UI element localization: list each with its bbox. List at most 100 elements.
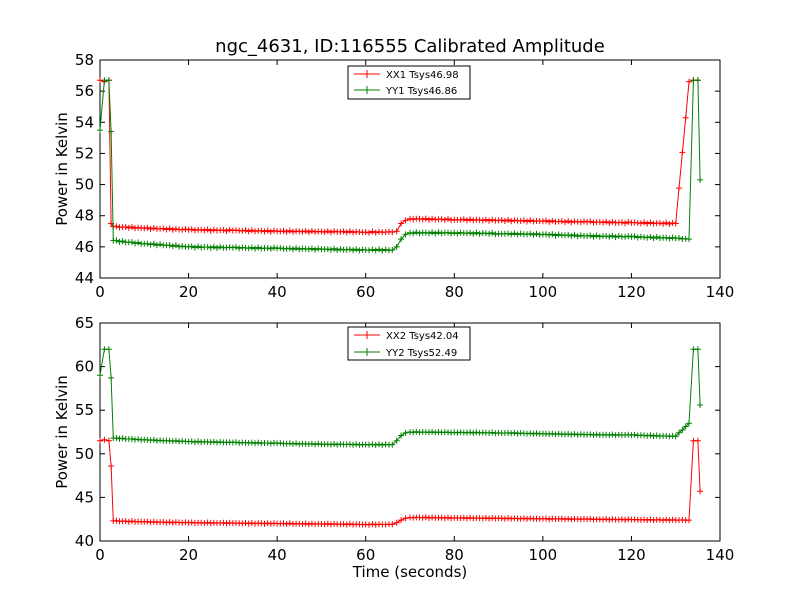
- data-point: [366, 229, 372, 236]
- data-point: [207, 244, 214, 251]
- data-point: [407, 229, 413, 236]
- x-tick-label: 100: [529, 283, 558, 301]
- data-point: [587, 232, 594, 239]
- data-point: [612, 234, 619, 241]
- y-tick-label: 45: [75, 488, 94, 506]
- data-point: [315, 245, 322, 252]
- data-point: [413, 428, 420, 435]
- data-point: [252, 440, 258, 447]
- data-point: [682, 423, 689, 430]
- data-point: [609, 431, 616, 438]
- data-point: [324, 246, 331, 253]
- data-point: [467, 514, 474, 521]
- data-point: [245, 520, 252, 527]
- data-point: [669, 234, 676, 241]
- data-point: [261, 228, 268, 235]
- data-point: [195, 243, 202, 250]
- data-point: [255, 244, 262, 251]
- data-point: [543, 217, 549, 224]
- data-point: [176, 243, 183, 250]
- plot-bottom: 0 20 40 60 80 100 120 140 40 45 50 55 60 65 Power in …: [53, 314, 734, 581]
- data-point: [505, 230, 512, 237]
- data-point: [565, 218, 572, 224]
- data-point: [248, 227, 255, 234]
- data-point: [277, 245, 284, 251]
- y-tick-label: 48: [75, 207, 94, 225]
- data-point: [492, 231, 499, 238]
- data-point: [356, 247, 363, 254]
- data-point: [543, 515, 549, 522]
- data-point: [402, 515, 409, 522]
- data-point: [113, 435, 120, 441]
- data-point: [568, 219, 575, 226]
- data-point: [402, 429, 409, 436]
- data-point: [682, 114, 689, 121]
- x-tick-label: 140: [706, 546, 735, 564]
- legend-label-xx2: XX2 Tsys42.04: [386, 331, 459, 342]
- data-point: [524, 231, 530, 238]
- data-point: [445, 514, 451, 521]
- data-point: [694, 77, 701, 84]
- data-point: [432, 230, 439, 237]
- data-point: [520, 515, 527, 522]
- data-point: [255, 439, 262, 446]
- data-point: [340, 228, 347, 235]
- data-point: [647, 219, 654, 226]
- data-point: [302, 228, 309, 234]
- data-point: [549, 231, 556, 238]
- data-point: [530, 231, 537, 238]
- data-point: [517, 230, 524, 237]
- data-point: [565, 232, 572, 238]
- data-point: [653, 432, 660, 439]
- x-tick-label: 0: [95, 546, 105, 564]
- data-point: [393, 228, 400, 235]
- y-tick-label: 58: [75, 51, 94, 69]
- data-point: [172, 225, 179, 232]
- data-point: [686, 78, 692, 85]
- data-point: [429, 428, 436, 435]
- data-point: [533, 230, 540, 237]
- data-point: [568, 232, 575, 239]
- data-point: [641, 219, 648, 226]
- data-point: [593, 232, 600, 239]
- data-point: [346, 228, 353, 235]
- data-point: [593, 431, 600, 438]
- data-point: [290, 441, 296, 447]
- data-point: [188, 243, 195, 250]
- data-point: [505, 216, 512, 223]
- data-point: [119, 435, 126, 442]
- data-point: [248, 244, 255, 251]
- data-point: [429, 229, 436, 236]
- data-point: [402, 231, 409, 238]
- legend-label-yy1: YY1 Tsys46.86: [385, 86, 457, 97]
- data-point: [144, 224, 151, 231]
- x-tick-label: 140: [706, 283, 735, 301]
- series-line-bottom-0: [99, 439, 701, 526]
- data-point: [346, 520, 353, 527]
- data-point: [331, 245, 338, 252]
- data-point: [207, 227, 214, 234]
- data-point: [327, 229, 334, 236]
- data-point: [366, 521, 372, 528]
- y-tick-label: 56: [75, 82, 94, 100]
- data-point: [350, 441, 357, 448]
- data-point: [182, 226, 189, 233]
- data-point: [191, 439, 198, 446]
- data-point: [157, 241, 164, 248]
- data-point: [577, 219, 584, 226]
- data-point: [280, 228, 287, 234]
- plot-top-ticks: 0 20 40 60 80 100 120 140 44 46 48 50 52 54 56 58: [75, 51, 734, 301]
- data-point: [267, 245, 274, 252]
- data-point: [407, 215, 413, 222]
- data-point: [637, 220, 644, 227]
- data-point: [150, 225, 157, 231]
- data-point: [302, 520, 309, 527]
- data-point: [350, 247, 357, 254]
- data-point: [331, 441, 338, 447]
- data-point: [147, 226, 154, 232]
- data-point: [419, 216, 426, 223]
- data-point: [362, 229, 369, 236]
- data-point: [220, 227, 227, 233]
- data-point: [600, 219, 606, 226]
- data-point: [470, 430, 477, 436]
